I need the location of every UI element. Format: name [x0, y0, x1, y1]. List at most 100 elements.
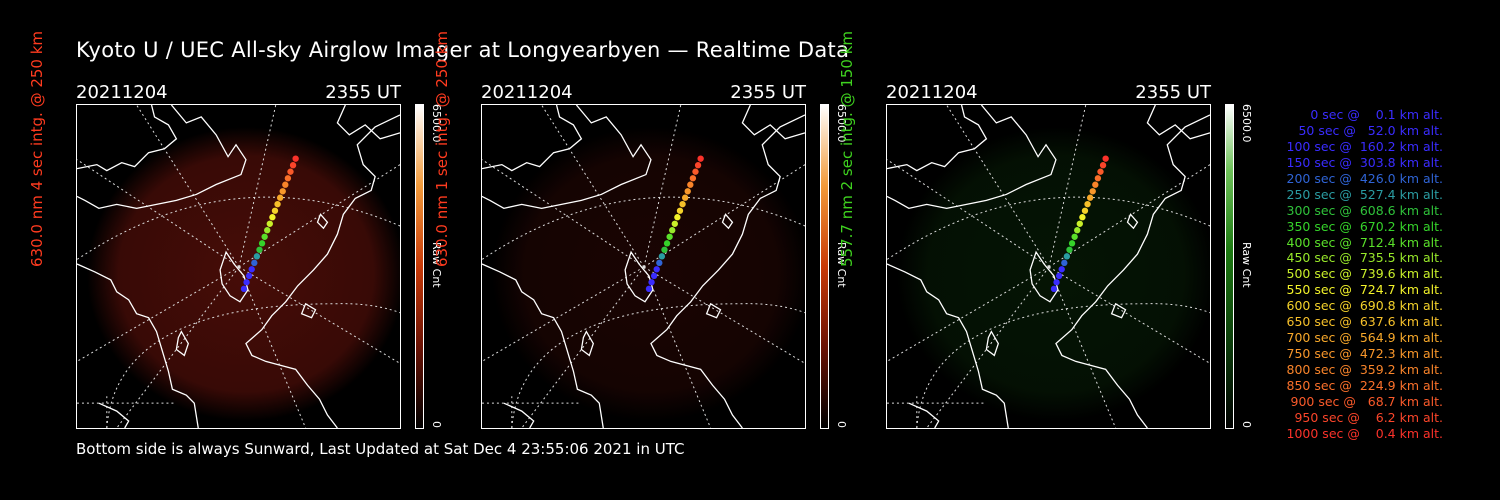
panel-wavelength-label: 557.7 nm 2 sec intg. @ 150 km	[838, 30, 856, 267]
airglow-emission	[86, 126, 400, 421]
trajectory-point	[240, 285, 248, 293]
coastline	[300, 302, 317, 319]
legend-entry: 950 sec @ 6.2 km alt.	[1290, 409, 1443, 425]
trajectory-point	[279, 188, 286, 195]
imager-panel-3: 20211204 2355 UT 557.7 nm 2 sec intg. @ 15…	[838, 31, 1306, 432]
coastline	[1055, 114, 1210, 428]
trajectory-point	[645, 285, 653, 293]
trajectory-point	[1063, 253, 1071, 260]
colorbar-max-label: 6500.0	[1240, 104, 1253, 143]
colorbar	[1225, 104, 1234, 429]
trajectory-point	[650, 272, 658, 280]
coastline	[336, 105, 400, 140]
trajectory-point	[274, 201, 281, 208]
coastline	[887, 263, 1009, 428]
trajectory-point	[276, 194, 284, 201]
colorbar-unit-label: Raw Cnt	[1240, 242, 1253, 288]
trajectory-point	[251, 259, 258, 267]
trajectory-point	[1076, 220, 1083, 227]
coastline	[908, 402, 940, 428]
trajectory-point	[1097, 168, 1104, 175]
trajectory-point	[284, 175, 292, 182]
coastline	[503, 402, 535, 428]
panel-date: 20211204	[481, 82, 573, 103]
legend-entry: 600 sec @ 690.8 km alt.	[1282, 298, 1444, 314]
coastline	[741, 105, 805, 140]
trajectory-point	[1089, 188, 1096, 195]
legend-entry: 1000 sec @ 0.4 km alt.	[1286, 425, 1443, 441]
imager-panel-1: 20211204 2355 UT 630.0 nm 4 sec intg. @ 25…	[28, 31, 496, 432]
latlon-gridline	[643, 266, 805, 364]
legend-entry: 200 sec @ 426.0 km alt.	[1282, 170, 1444, 186]
colorbar-min-label: 0	[430, 421, 443, 428]
panel-date: 20211204	[886, 82, 978, 103]
trajectory-point	[1053, 279, 1060, 286]
latlon-gridline	[1048, 266, 1210, 364]
trajectory-point	[676, 207, 684, 214]
airglow-emission	[896, 126, 1210, 421]
coastline	[219, 250, 249, 303]
latlon-gridline	[77, 266, 240, 362]
trajectory-point	[689, 175, 697, 182]
legend-entry: 750 sec @ 472.3 km alt.	[1282, 346, 1444, 362]
trajectory-point	[1086, 194, 1094, 201]
latlon-gridline	[238, 266, 307, 428]
colorbar	[415, 104, 424, 429]
trajectory-point	[287, 168, 294, 175]
legend-entry: 650 sec @ 637.6 km alt.	[1282, 314, 1444, 330]
trajectory-point	[253, 253, 261, 260]
trajectory-point	[1102, 155, 1109, 162]
allsky-image	[481, 104, 806, 429]
trajectory-point	[674, 214, 681, 221]
legend-entry: 400 sec @ 712.4 km alt.	[1282, 234, 1444, 250]
coastline	[245, 114, 400, 428]
trajectory-point	[687, 181, 694, 188]
latlon-gridline	[521, 266, 645, 428]
page-title: Kyoto U / UEC All-sky Airglow Imager at …	[76, 38, 850, 62]
legend-entry: 800 sec @ 359.2 km alt.	[1282, 362, 1444, 377]
trajectory-point	[669, 227, 676, 234]
coastline	[887, 105, 1057, 210]
trajectory-point	[679, 201, 686, 208]
coastline	[482, 105, 652, 210]
legend-entry: 550 sec @ 724.7 km alt.	[1282, 282, 1444, 298]
trajectory-point	[1079, 214, 1086, 221]
latlon-gridline	[643, 266, 712, 428]
trajectory-point	[1050, 285, 1058, 293]
coastline	[482, 105, 583, 172]
trajectory-point	[261, 233, 268, 240]
latlon-gridline	[1048, 266, 1117, 428]
allsky-image	[886, 104, 1211, 429]
legend-entry: 0 sec @ 0.1 km alt.	[1298, 107, 1443, 122]
legend-entry: 150 sec @ 303.8 km alt.	[1282, 154, 1444, 170]
trajectory-point	[256, 246, 263, 253]
allsky-image	[76, 104, 401, 429]
coastline	[482, 263, 604, 428]
trajectory-point	[692, 168, 699, 175]
trajectory-point	[264, 227, 271, 234]
coastline	[1146, 105, 1210, 140]
coastline	[98, 402, 130, 428]
imager-panel-2: 20211204 2355 UT 630.0 nm 1 sec intg. @ 25…	[433, 31, 901, 432]
coastline	[887, 105, 988, 172]
trajectory-point	[681, 194, 689, 201]
panel-time: 2355 UT	[325, 82, 401, 103]
trajectory-point	[658, 253, 666, 260]
trajectory-point	[1074, 227, 1081, 234]
legend-entry: 300 sec @ 608.6 km alt.	[1282, 202, 1444, 218]
trajectory-point	[694, 162, 702, 169]
footer-status: Bottom side is always Sunward, Last Upda…	[76, 440, 685, 458]
trajectory-point	[1066, 246, 1073, 253]
trajectory-point	[271, 207, 279, 214]
legend-entry: 450 sec @ 735.5 km alt.	[1282, 250, 1444, 266]
trajectory-point	[1084, 201, 1091, 208]
trajectory-point	[245, 272, 253, 280]
legend-entry: 900 sec @ 68.7 km alt.	[1286, 393, 1443, 409]
trajectory-legend: 0 sec @ 0.1 km alt. 50 sec @ 52.0 km alt…	[1258, 107, 1444, 442]
coastline	[985, 330, 1000, 357]
coastline	[77, 105, 247, 210]
latlon-gridline	[926, 266, 1050, 428]
latlon-gridline	[116, 266, 240, 428]
coastline	[77, 105, 178, 172]
trajectory-point	[1092, 181, 1099, 188]
